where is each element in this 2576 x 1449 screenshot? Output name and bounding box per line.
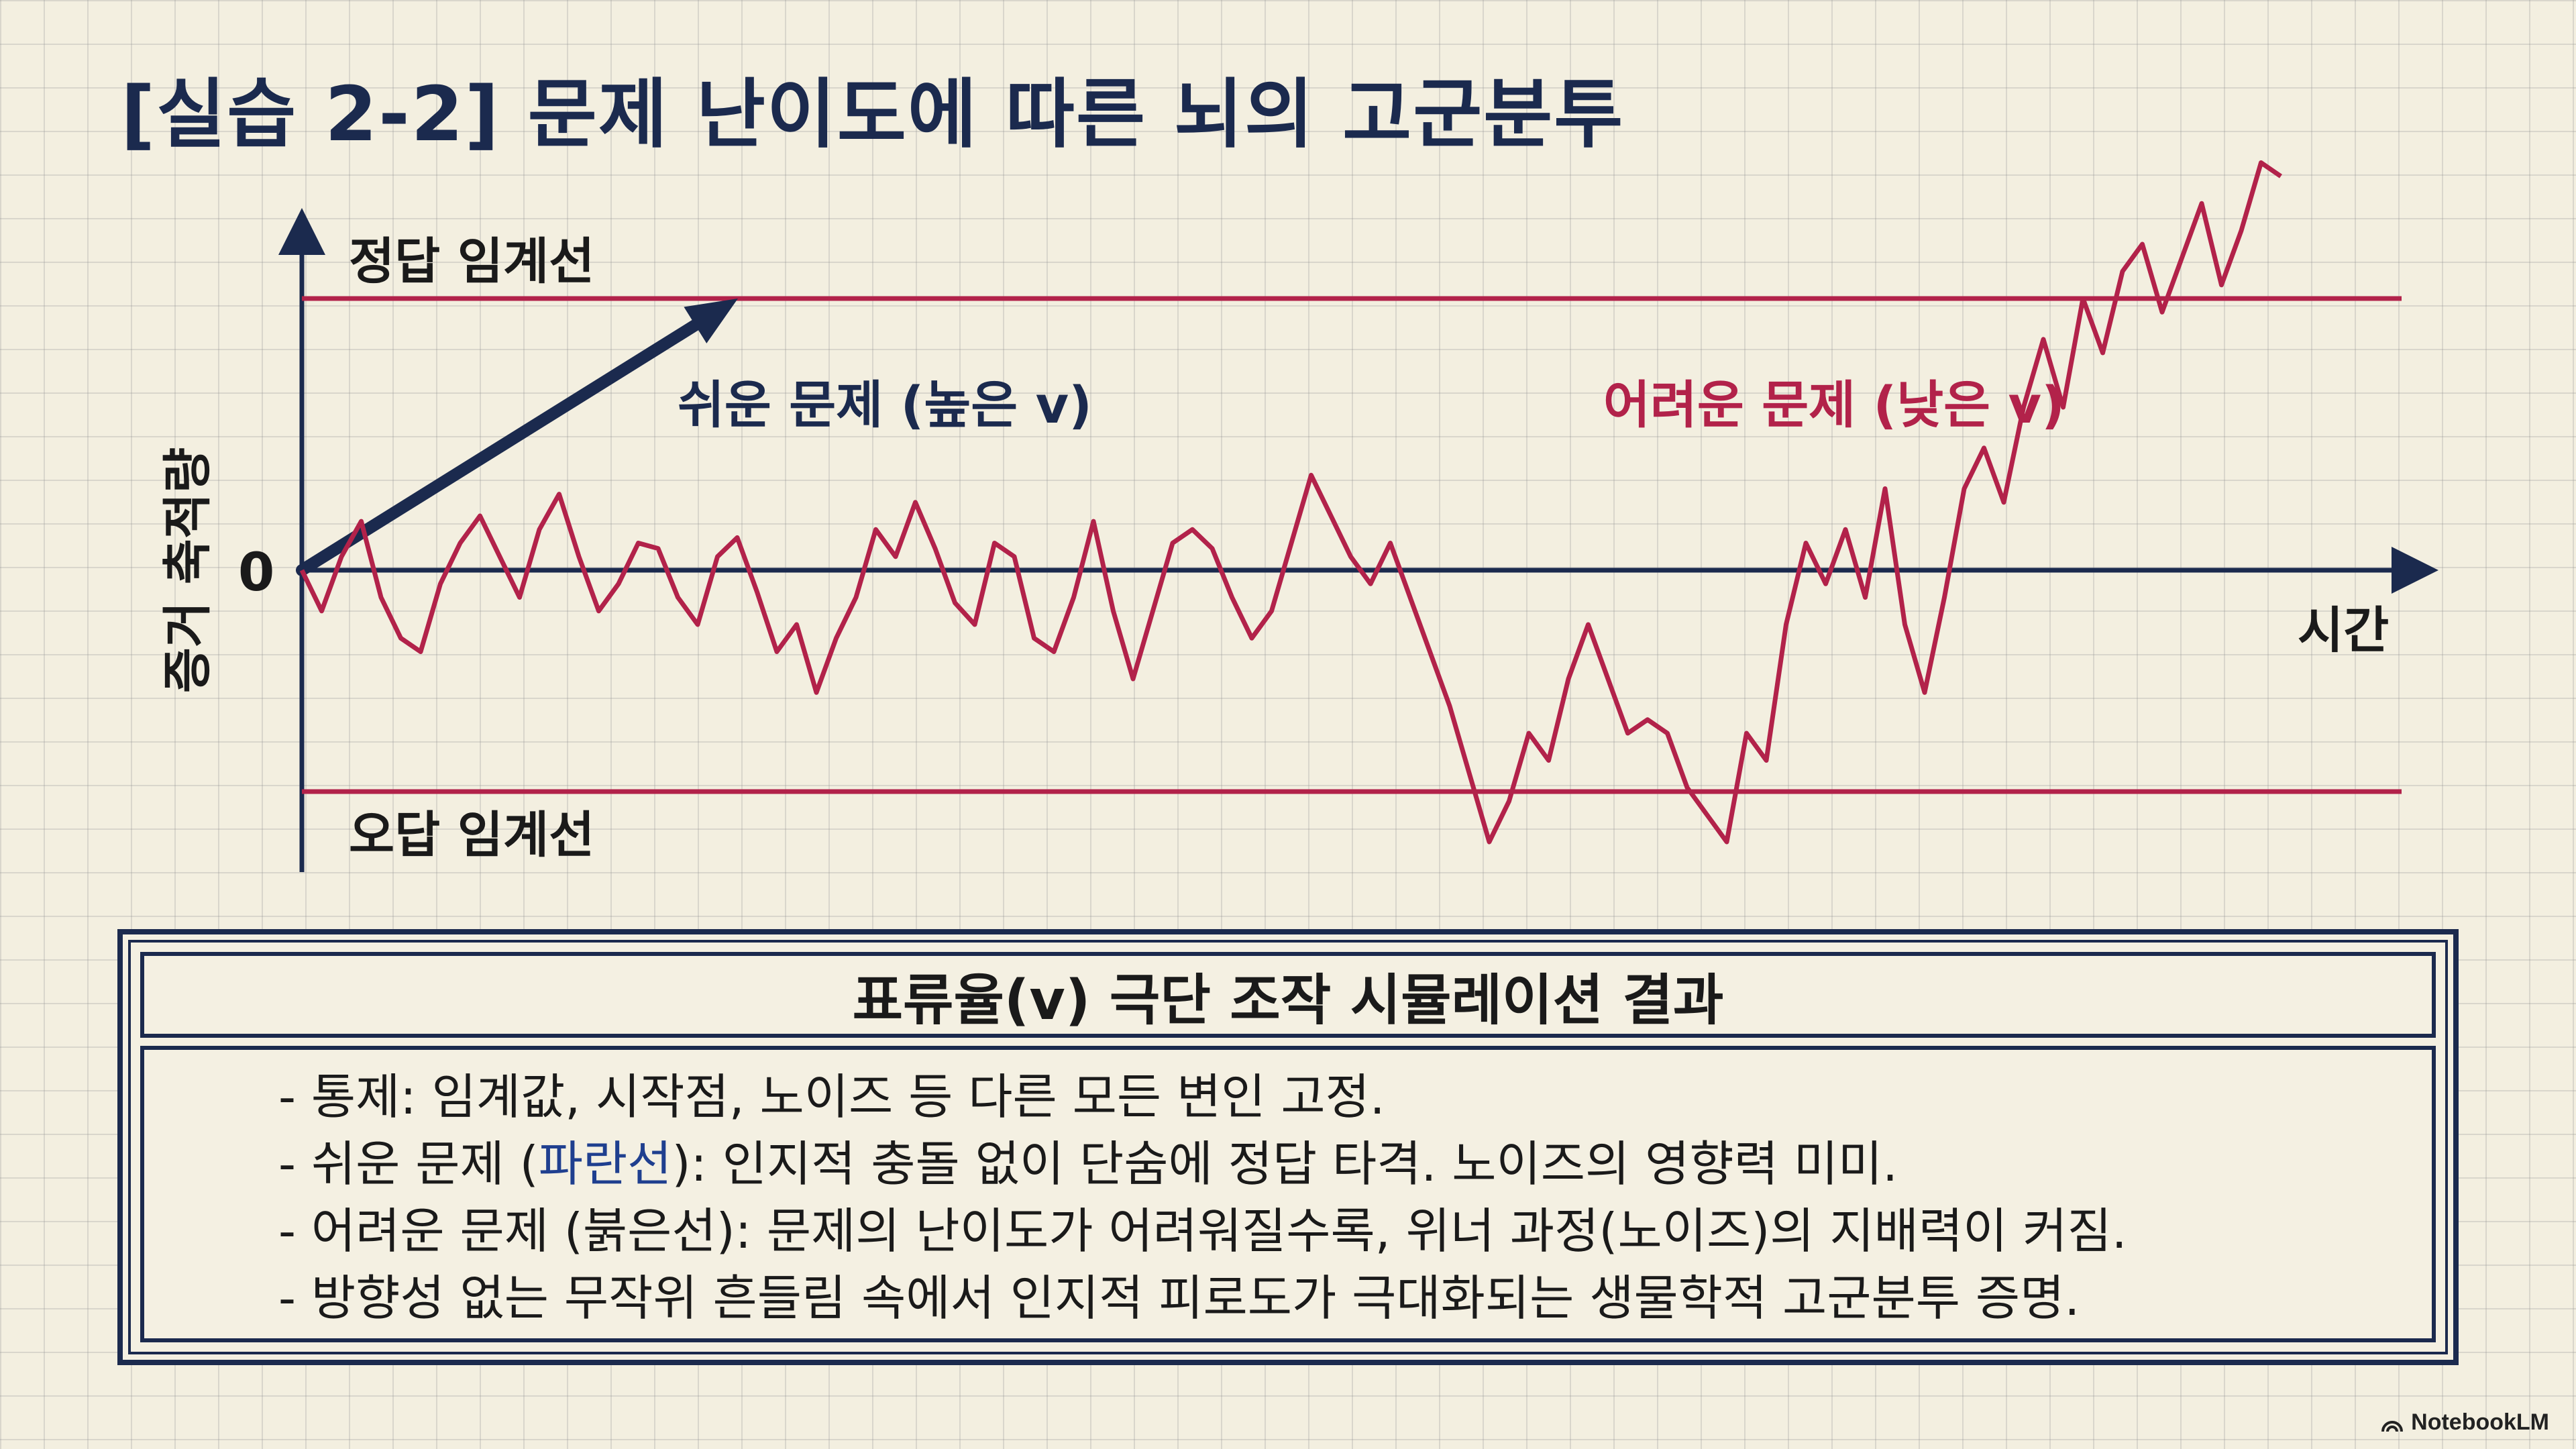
- y-axis-label: 증거 축적량: [159, 447, 217, 693]
- ddm-diagram: 정답 임계선 오답 임계선 0 시간 증거 축적량 쉬운 문제 (높은 v) 어…: [159, 160, 2438, 872]
- bullet-text: - 쉬운 문제 (: [278, 1136, 539, 1192]
- easy-series-label: 쉬운 문제 (높은 v): [678, 375, 1092, 435]
- origin-label: 0: [238, 543, 274, 603]
- brand-label: NotebookLM: [2411, 1409, 2549, 1435]
- bullet-easy: - 쉬운 문제 (파란선): 인지적 충돌 없이 단숨에 정답 타격. 노이즈의…: [278, 1130, 2432, 1197]
- upper-threshold-label: 정답 임계선: [349, 233, 594, 290]
- bullet-control: - 통제: 임계값, 시작점, 노이즈 등 다른 모든 변인 고정.: [278, 1063, 2432, 1130]
- hard-series-line: [299, 160, 2282, 845]
- results-box: 표류율(v) 극단 조작 시뮬레이션 결과 - 통제: 임계값, 시작점, 노이…: [117, 929, 2459, 1365]
- x-axis-label: 시간: [2298, 602, 2389, 659]
- brand-watermark: NotebookLM: [2380, 1409, 2549, 1436]
- hard-series-label: 어려운 문제 (낮은 v): [1603, 375, 2065, 435]
- lower-threshold-label: 오답 임계선: [349, 806, 594, 864]
- notebooklm-icon: [2381, 1420, 2404, 1432]
- bullet-text: - 방향성 없는 무작위 흔들림 속에서 인지적 피로도가 극대화되는 생물학적…: [278, 1270, 2080, 1326]
- easy-series-line: [296, 319, 702, 576]
- bullet-hard: - 어려운 문제 (붉은선): 문제의 난이도가 어려워질수록, 위너 과정(노…: [278, 1197, 2432, 1265]
- bullet-highlight: 파란선: [538, 1136, 672, 1192]
- bullet-text: - 어려운 문제 (붉은선): 문제의 난이도가 어려워질수록, 위너 과정(노…: [278, 1203, 2127, 1259]
- bullet-text: ): 인지적 충돌 없이 단숨에 정답 타격. 노이즈의 영향력 미미.: [672, 1136, 1898, 1192]
- easy-series-arrowhead: [684, 299, 738, 343]
- results-box-header: 표류율(v) 극단 조작 시뮬레이션 결과: [140, 952, 2436, 1038]
- bullet-conclusion: - 방향성 없는 무작위 흔들림 속에서 인지적 피로도가 극대화되는 생물학적…: [278, 1265, 2432, 1332]
- page-title: [실습 2-2] 문제 난이도에 따른 뇌의 고군분투: [121, 71, 1625, 158]
- results-box-body: - 통제: 임계값, 시작점, 노이즈 등 다른 모든 변인 고정. - 쉬운 …: [140, 1046, 2436, 1342]
- bullet-text: - 통제: 임계값, 시작점, 노이즈 등 다른 모든 변인 고정.: [278, 1069, 1385, 1125]
